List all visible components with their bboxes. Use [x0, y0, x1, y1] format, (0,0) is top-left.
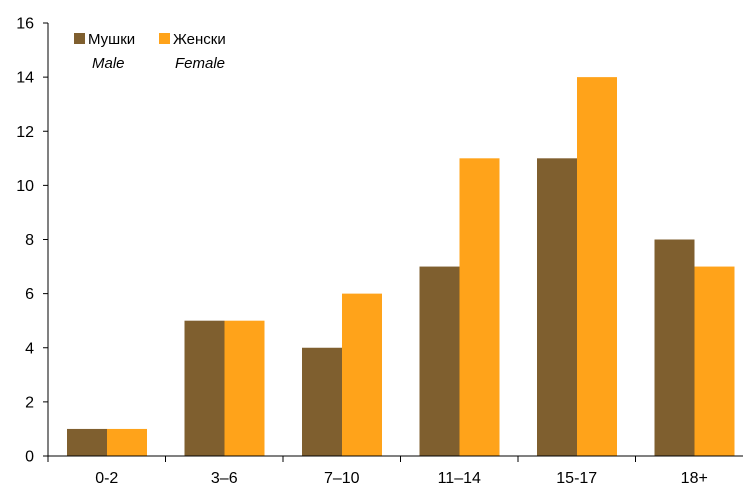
legend-swatch-male	[74, 33, 85, 44]
y-tick-label-4: 4	[25, 340, 34, 357]
bar-male-0	[67, 428, 107, 456]
x-tick-label-1: 3–6	[211, 470, 238, 487]
bar-female-4	[577, 77, 617, 456]
bar-female-0	[107, 428, 147, 456]
legend-swatch-female	[159, 33, 170, 44]
bar-female-2	[342, 293, 382, 456]
y-tick-label-12: 12	[16, 124, 34, 141]
legend-label-female: Женски	[173, 31, 226, 48]
bar-male-5	[654, 239, 695, 456]
x-tick-label-0: 0-2	[95, 470, 118, 487]
legend-sublabel-male: Male	[92, 55, 125, 72]
x-tick-label-2: 7–10	[324, 470, 360, 487]
legend: Мушки Male Женски Female	[74, 31, 226, 72]
x-tick-label-3: 11–14	[438, 470, 481, 487]
x-tick-label-5: 18+	[681, 470, 708, 487]
y-tick-label-14: 14	[16, 70, 34, 87]
bar-female-5	[694, 266, 735, 456]
bars-layer	[67, 77, 735, 456]
y-tick-label-8: 8	[25, 232, 34, 249]
y-tick-label-2: 2	[25, 394, 34, 411]
y-tick-label-16: 16	[16, 16, 34, 33]
legend-sublabel-female: Female	[175, 55, 225, 72]
bar-female-1	[224, 320, 265, 456]
legend-label-male: Мушки	[88, 31, 135, 48]
bar-male-3	[419, 266, 460, 456]
bar-female-3	[459, 158, 500, 456]
axes-layer: 0 2 4 6 8 10 12 14 16 0-2 3–6 7–10 11–14 15-17 18+	[16, 16, 743, 487]
bar-male-4	[537, 158, 577, 456]
y-tick-label-10: 10	[16, 178, 34, 195]
y-tick-label-6: 6	[25, 286, 34, 303]
y-tick-label-0: 0	[25, 449, 34, 466]
x-tick-label-4: 15-17	[556, 470, 597, 487]
bar-male-1	[184, 320, 225, 456]
bar-male-2	[302, 347, 342, 456]
